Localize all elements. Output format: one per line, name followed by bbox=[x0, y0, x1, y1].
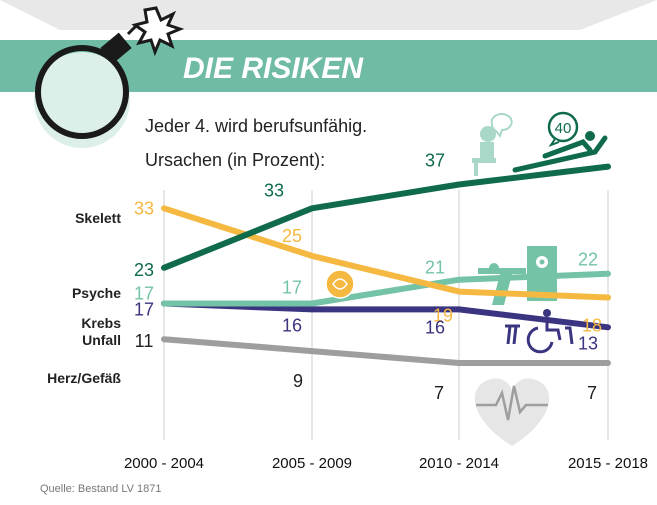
value-label: 9 bbox=[293, 371, 303, 391]
value-label: 16 bbox=[425, 317, 445, 337]
heartbeat-pulse bbox=[476, 385, 548, 421]
series-name-label: Krebs bbox=[81, 315, 121, 331]
subtitle: Jeder 4. wird berufsunfähig. bbox=[145, 116, 367, 136]
bomb-icon bbox=[34, 6, 185, 148]
grid bbox=[163, 190, 609, 440]
series-name-label: Unfall bbox=[82, 332, 121, 348]
caption: Ursachen (in Prozent): bbox=[145, 150, 325, 170]
value-label: 33 bbox=[134, 198, 154, 218]
series-line-skelett bbox=[161, 205, 611, 301]
value-label: 37 bbox=[425, 150, 445, 170]
series-name-label: Psyche bbox=[72, 285, 121, 301]
value-label: 17 bbox=[134, 299, 154, 319]
page-title: DIE RISIKEN bbox=[183, 52, 364, 85]
series-line-psyche bbox=[161, 163, 611, 271]
series-line-krebs bbox=[161, 270, 611, 307]
value-label: 23 bbox=[134, 260, 154, 280]
value-label: 21 bbox=[425, 258, 445, 278]
top-gray-wedge bbox=[0, 0, 657, 30]
series-line-herz-gef- bbox=[161, 336, 611, 366]
value-label: 25 bbox=[282, 226, 302, 246]
brain-icon bbox=[325, 269, 355, 299]
value-label: 19 bbox=[433, 306, 453, 326]
value-label: 18 bbox=[582, 316, 602, 336]
value-label: 7 bbox=[434, 383, 444, 403]
value-label: 17 bbox=[134, 283, 154, 303]
value-label: 22 bbox=[578, 250, 598, 270]
value-label: 11 bbox=[135, 331, 154, 351]
x-tick-label: 2005 - 2009 bbox=[272, 455, 352, 472]
value-label: 17 bbox=[282, 277, 302, 297]
x-tick-label: 2000 - 2004 bbox=[124, 455, 204, 472]
heart-icon bbox=[474, 378, 550, 446]
x-tick-label: 2010 - 2014 bbox=[419, 455, 499, 472]
value-label: 33 bbox=[264, 180, 284, 200]
x-tick-label: 2015 - 2018 bbox=[568, 455, 648, 472]
couch-patient-icon: 40 bbox=[512, 111, 608, 173]
series-name-label: Herz/Gefäß bbox=[47, 370, 121, 386]
source-note: Quelle: Bestand LV 1871 bbox=[40, 483, 162, 495]
value-label: 7 bbox=[587, 383, 597, 403]
series-name-label: Skelett bbox=[75, 210, 121, 226]
wheelchair-icon bbox=[505, 309, 574, 354]
psyche-badge-label: 40 bbox=[555, 120, 572, 137]
value-label: 16 bbox=[282, 315, 302, 335]
series-line-unfall bbox=[161, 300, 611, 331]
therapy-icon bbox=[472, 113, 513, 176]
value-label: 13 bbox=[578, 333, 598, 353]
